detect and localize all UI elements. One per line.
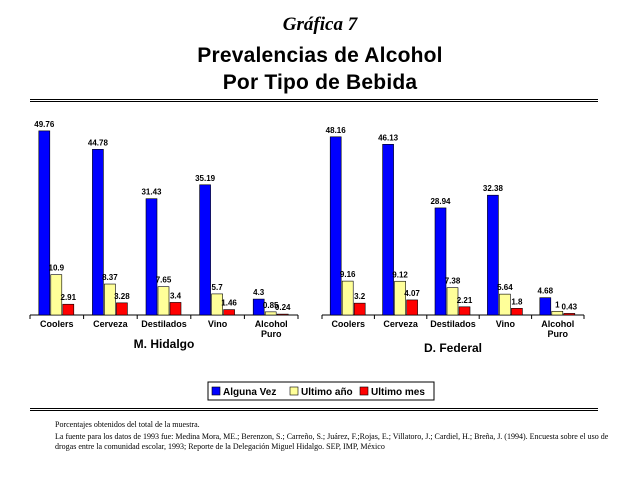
bar xyxy=(539,297,552,316)
bar xyxy=(394,280,406,316)
data-label: 4.07 xyxy=(404,289,420,298)
bar xyxy=(563,313,576,316)
bar xyxy=(353,302,366,316)
bar xyxy=(264,311,277,316)
legend-label: Ultimo año xyxy=(301,387,353,398)
data-label: 28.94 xyxy=(430,197,451,206)
bar xyxy=(38,130,51,316)
data-label: 2.91 xyxy=(61,293,77,302)
bar xyxy=(252,298,265,316)
data-label: 1.46 xyxy=(221,299,237,308)
bar xyxy=(211,293,223,316)
bottom-divider xyxy=(30,408,598,411)
data-label: 3.28 xyxy=(114,292,130,301)
data-label: 1 xyxy=(555,300,560,309)
footnote-source: La fuente para los datos de 1993 fue: Me… xyxy=(55,432,609,451)
bar xyxy=(276,313,289,316)
data-label: 0.24 xyxy=(275,303,291,312)
data-label: 46.13 xyxy=(378,133,399,142)
bar xyxy=(406,299,418,316)
data-label: 44.78 xyxy=(88,138,109,147)
legend-label: Ultimo mes xyxy=(371,387,425,398)
category-label: Puro xyxy=(261,329,282,339)
footnote-sample: Porcentajes obtenidos del total de la mu… xyxy=(55,420,200,429)
bar xyxy=(511,308,523,316)
category-label: Destilados xyxy=(430,319,476,329)
bar xyxy=(169,302,182,316)
data-label: 9.12 xyxy=(392,270,408,279)
data-label: 7.65 xyxy=(156,276,172,285)
legend-swatch xyxy=(211,386,221,396)
bar xyxy=(382,144,394,316)
data-label: 7.38 xyxy=(445,277,461,286)
bar xyxy=(446,287,459,316)
group-label: D. Federal xyxy=(424,341,482,355)
bar xyxy=(487,194,499,316)
bar xyxy=(551,310,564,316)
bar xyxy=(458,306,471,316)
category-label: Coolers xyxy=(40,319,74,329)
data-label: 3.4 xyxy=(170,291,182,300)
category-label: Alcohol xyxy=(255,319,288,329)
bar xyxy=(104,283,116,316)
bar xyxy=(92,149,104,316)
figure-label: Gráfica 7 xyxy=(282,14,358,35)
category-label: Cerveza xyxy=(383,319,419,329)
data-label: 3.2 xyxy=(354,292,366,301)
data-label: 1.8 xyxy=(511,297,523,306)
chart-title-line-2: Por Tipo de Bebida xyxy=(222,71,418,94)
data-label: 9.16 xyxy=(340,270,356,279)
data-label: 8.37 xyxy=(102,273,118,282)
data-label: 31.43 xyxy=(141,188,162,197)
bar xyxy=(341,280,354,316)
data-label: 2.21 xyxy=(457,296,473,305)
data-label: 35.19 xyxy=(195,174,216,183)
bar xyxy=(116,302,128,316)
bar xyxy=(157,286,170,316)
data-label: 5.64 xyxy=(497,283,513,292)
data-label: 32.38 xyxy=(483,184,504,193)
data-label: 48.16 xyxy=(326,126,347,135)
data-label: 0.43 xyxy=(562,302,578,311)
category-label: Cerveza xyxy=(93,319,129,329)
bar xyxy=(223,309,235,316)
category-label: Alcohol xyxy=(541,319,574,329)
data-label: 0.85 xyxy=(263,301,279,310)
bar xyxy=(329,136,342,316)
category-label: Destilados xyxy=(141,319,187,329)
bar xyxy=(199,184,211,316)
data-label: 4.3 xyxy=(253,288,265,297)
bar xyxy=(499,293,511,316)
bar xyxy=(50,274,63,316)
group-label: M. Hidalgo xyxy=(134,337,195,351)
data-label: 10.9 xyxy=(49,264,65,273)
data-label: 49.76 xyxy=(34,120,55,129)
top-divider xyxy=(30,99,598,102)
bar xyxy=(145,198,158,316)
category-label: Vino xyxy=(208,319,228,329)
legend-box xyxy=(207,381,435,401)
bar xyxy=(62,303,75,316)
category-label: Puro xyxy=(548,329,569,339)
data-label: 5.7 xyxy=(212,283,224,292)
legend-swatch xyxy=(359,386,369,396)
legend-swatch xyxy=(289,386,299,396)
bar xyxy=(434,207,447,316)
data-label: 4.68 xyxy=(538,287,554,296)
legend-label: Alguna Vez xyxy=(223,387,276,398)
category-label: Coolers xyxy=(331,319,365,329)
chart-title-line-1: Prevalencias de Alcohol xyxy=(197,44,443,67)
category-label: Vino xyxy=(496,319,516,329)
